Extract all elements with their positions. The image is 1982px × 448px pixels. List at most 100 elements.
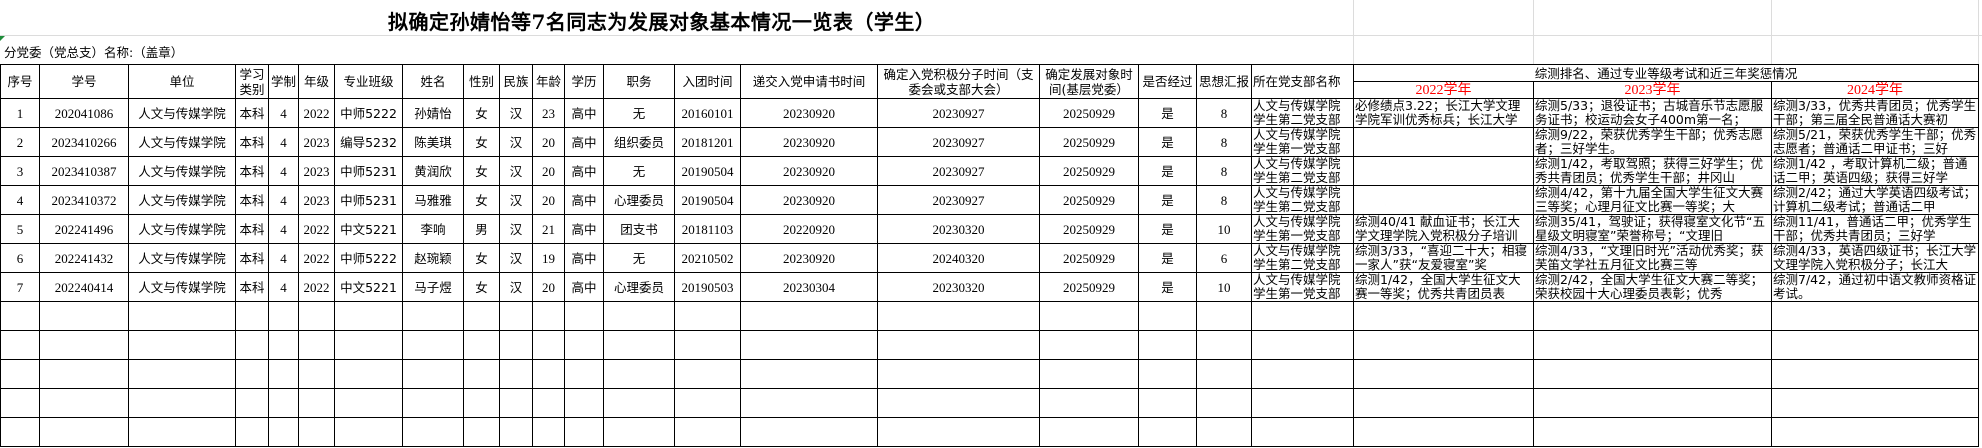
empty-cell[interactable] (1353, 330, 1534, 360)
cell-ethnicity[interactable]: 汉 (499, 127, 533, 157)
empty-cell[interactable] (463, 301, 500, 331)
empty-cell[interactable] (0, 301, 40, 331)
cell-study-type[interactable]: 本科 (235, 127, 269, 157)
empty-cell[interactable] (532, 301, 565, 331)
cell-gender[interactable]: 女 (463, 127, 500, 157)
empty-cell[interactable] (1770, 388, 1980, 418)
cell-class[interactable]: 中文5221 (334, 214, 403, 244)
cell-awards-1[interactable]: 综测1/42，全国大学生征文大赛一等奖；优秀共青团员表 (1353, 272, 1534, 302)
empty-cell[interactable] (0, 417, 40, 447)
header-league-date[interactable]: 入团时间 (674, 64, 741, 99)
cell-reports[interactable]: 6 (1196, 243, 1252, 273)
cell-league-date[interactable]: 20190504 (674, 185, 741, 215)
cell-name[interactable]: 李响 (402, 214, 464, 244)
cell-seq[interactable]: 1 (0, 98, 40, 128)
empty-cell[interactable] (499, 388, 533, 418)
empty-cell[interactable] (235, 330, 269, 360)
cell-candidate-date[interactable]: 20250929 (1039, 243, 1139, 273)
cell-gender[interactable]: 女 (463, 156, 500, 186)
header-name[interactable]: 姓名 (402, 64, 464, 99)
cell-awards-1[interactable]: 必修绩点3.22；长江大学文理学院军训优秀标兵；长江大学 (1353, 98, 1534, 128)
empty-cell[interactable] (268, 330, 299, 360)
empty-cell[interactable] (39, 359, 129, 389)
cell-candidate-date[interactable]: 20250929 (1039, 156, 1139, 186)
cell-awards-2[interactable]: 综测35/41，驾驶证；获得寝室文化节“五星级文明寝室”荣誉称号；“文理旧 (1533, 214, 1772, 244)
empty-cell[interactable] (39, 388, 129, 418)
cell-gender[interactable]: 女 (463, 185, 500, 215)
cell-candidate-date[interactable]: 20250929 (1039, 98, 1139, 128)
cell-seq[interactable]: 4 (0, 185, 40, 215)
cell-seq[interactable]: 6 (0, 243, 40, 273)
empty-cell[interactable] (1533, 330, 1772, 360)
header-candidate-date[interactable]: 确定发展对象时间(基层党委） (1039, 64, 1139, 99)
cell-league-date[interactable]: 20190504 (674, 156, 741, 186)
cell-branch[interactable]: 人文与传媒学院学生第一党支部 (1251, 214, 1354, 244)
cell-seq[interactable]: 7 (0, 272, 40, 302)
cell-age[interactable]: 20 (532, 156, 565, 186)
empty-cell[interactable] (499, 330, 533, 360)
empty-cell[interactable] (1138, 417, 1197, 447)
cell-application-date[interactable]: 20230304 (740, 272, 878, 302)
header-awards[interactable]: 综测排名、通过专业等级考试和近三年奖惩情况 (1352, 64, 1980, 82)
empty-cell[interactable] (334, 388, 403, 418)
empty-cell[interactable] (402, 388, 464, 418)
empty-cell[interactable] (463, 417, 500, 447)
empty-cell[interactable] (235, 417, 269, 447)
empty-cell[interactable] (0, 330, 40, 360)
empty-cell[interactable] (463, 330, 500, 360)
cell-study-type[interactable]: 本科 (235, 272, 269, 302)
empty-cell[interactable] (1138, 359, 1197, 389)
cell-ethnicity[interactable]: 汉 (499, 98, 533, 128)
cell-awards-3[interactable]: 综测3/33，优秀共青团员；优秀学生干部；第三届全民普通话大赛初 (1770, 98, 1980, 128)
empty-cell[interactable] (0, 359, 40, 389)
empty-cell[interactable] (128, 417, 236, 447)
empty-cell[interactable] (39, 301, 129, 331)
empty-cell[interactable] (674, 330, 741, 360)
cell-unit[interactable]: 人文与传媒学院 (128, 214, 236, 244)
cell-study-type[interactable]: 本科 (235, 156, 269, 186)
empty-cell[interactable] (674, 301, 741, 331)
cell-awards-2[interactable]: 综测2/42，全国大学生征文大赛二等奖；荣获校园十大心理委员表彰；优秀 (1533, 272, 1772, 302)
cell-education[interactable]: 高中 (564, 214, 604, 244)
cell-class[interactable]: 中师5222 (334, 243, 403, 273)
cell-gender[interactable]: 女 (463, 272, 500, 302)
cell-unit[interactable]: 人文与传媒学院 (128, 127, 236, 157)
cell-class[interactable]: 中师5231 (334, 185, 403, 215)
empty-cell[interactable] (298, 330, 335, 360)
empty-cell[interactable] (1138, 388, 1197, 418)
cell-awards-2[interactable]: 综测4/33，“文理旧时光”活动优秀奖；获芙笛文学社五月征文比赛三等 (1533, 243, 1772, 273)
empty-cell[interactable] (1251, 359, 1354, 389)
empty-cell[interactable] (1196, 359, 1252, 389)
cell-trained[interactable]: 是 (1138, 127, 1197, 157)
header-branch[interactable]: 所在党支部名称 (1251, 64, 1354, 99)
cell-unit[interactable]: 人文与传媒学院 (128, 156, 236, 186)
empty-cell[interactable] (564, 359, 604, 389)
cell-ethnicity[interactable]: 汉 (499, 272, 533, 302)
empty-cell[interactable] (402, 417, 464, 447)
cell-age[interactable]: 19 (532, 243, 565, 273)
cell-league-date[interactable]: 20181103 (674, 214, 741, 244)
cell-league-date[interactable]: 20160101 (674, 98, 741, 128)
empty-cell[interactable] (1039, 330, 1139, 360)
header-student-id[interactable]: 学号 (39, 64, 129, 99)
cell-ethnicity[interactable]: 汉 (499, 185, 533, 215)
cell-duration[interactable]: 4 (268, 243, 299, 273)
empty-cell[interactable] (603, 301, 675, 331)
cell-seq[interactable]: 5 (0, 214, 40, 244)
cell-education[interactable]: 高中 (564, 98, 604, 128)
cell-ethnicity[interactable]: 汉 (499, 243, 533, 273)
empty-cell[interactable] (877, 388, 1040, 418)
cell-gender[interactable]: 女 (463, 243, 500, 273)
header-duration[interactable]: 学制 (268, 64, 299, 99)
cell-name[interactable]: 马雅雅 (402, 185, 464, 215)
empty-cell[interactable] (1533, 301, 1772, 331)
empty-cell[interactable] (674, 417, 741, 447)
empty-cell[interactable] (463, 359, 500, 389)
empty-cell[interactable] (1138, 301, 1197, 331)
cell-trained[interactable]: 是 (1138, 272, 1197, 302)
cell-branch[interactable]: 人文与传媒学院学生第一党支部 (1251, 127, 1354, 157)
cell-position[interactable]: 无 (603, 243, 675, 273)
empty-cell[interactable] (499, 359, 533, 389)
empty-cell[interactable] (268, 388, 299, 418)
empty-cell[interactable] (499, 301, 533, 331)
